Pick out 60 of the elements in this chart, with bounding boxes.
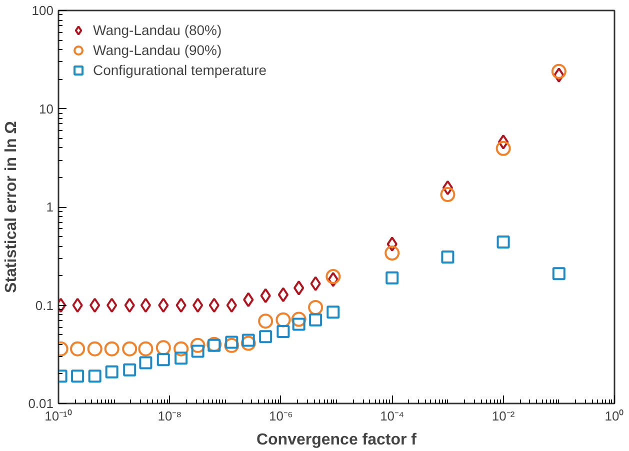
point [158,298,169,313]
point [225,336,238,349]
point [106,298,118,313]
point [139,356,152,370]
x-tick-label: 10⁰ [604,408,624,424]
point [138,341,154,356]
point [292,318,306,331]
point [174,341,189,356]
point [243,292,254,308]
legend-label: Wang-Landau (80%) [93,22,222,38]
x-tick-label: 10⁻⁸ [158,408,182,424]
point [156,353,170,366]
y-tick-label: 1 [46,200,54,214]
point [122,341,138,356]
point [192,298,204,313]
legend-label: Configurational temperature [93,62,267,78]
point [310,276,321,292]
point [156,340,171,356]
point [260,288,271,304]
point [276,312,291,328]
point [308,300,324,315]
x-axis-title: Convergence factor f [256,432,418,448]
point [309,313,322,326]
legend-label: Wang-Landau (90%) [93,42,222,58]
point [72,298,83,313]
point [259,330,272,344]
y-axis-title: Statistical error in ln Ω [3,120,20,293]
x-tick-label: 10⁻⁴ [380,408,404,424]
point [226,298,237,313]
y-tick-label: 10 [39,101,54,116]
point [87,341,102,356]
point [88,370,102,383]
point [190,338,206,353]
point [104,341,120,356]
point [242,334,255,347]
point [276,325,290,338]
point [291,312,306,327]
point [326,306,340,319]
point [140,298,152,313]
point [224,338,240,353]
y-tick-label: 0.1 [35,298,54,313]
point [123,363,136,376]
y-tick-label: 100 [32,3,54,18]
point [240,336,256,351]
point [208,298,220,313]
point [191,344,204,358]
x-tick-label: 10⁻² [492,408,516,424]
y-tick-label: 0.01 [28,396,54,411]
point [176,298,186,313]
point [105,365,118,378]
point [89,298,100,313]
x-tick-label: 10⁻¹⁰ [44,408,72,424]
point [71,370,84,383]
point [258,314,274,329]
point [278,287,289,302]
point [174,352,188,365]
point [293,280,304,296]
x-tick-label: 10⁻⁶ [268,408,293,424]
point [124,298,135,313]
point [70,341,86,356]
